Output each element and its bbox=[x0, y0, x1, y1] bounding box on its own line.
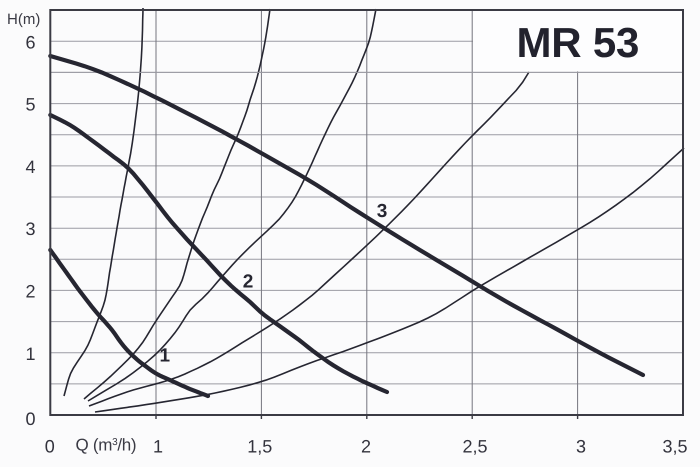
svg-text:Q (m3/h): Q (m3/h) bbox=[76, 436, 137, 455]
svg-text:3: 3 bbox=[25, 219, 35, 239]
svg-text:1: 1 bbox=[160, 346, 171, 367]
svg-text:3: 3 bbox=[377, 201, 388, 222]
svg-text:3: 3 bbox=[576, 437, 586, 457]
svg-text:2: 2 bbox=[243, 272, 254, 293]
svg-text:0: 0 bbox=[45, 437, 55, 457]
svg-text:6: 6 bbox=[25, 32, 35, 52]
svg-text:2: 2 bbox=[361, 437, 371, 457]
svg-text:1: 1 bbox=[25, 344, 35, 364]
svg-text:3,5: 3,5 bbox=[662, 437, 687, 457]
svg-text:MR 53: MR 53 bbox=[517, 19, 640, 66]
svg-text:H(m): H(m) bbox=[7, 11, 40, 28]
svg-text:2: 2 bbox=[25, 282, 35, 302]
svg-text:2,5: 2,5 bbox=[462, 437, 487, 457]
svg-text:4: 4 bbox=[25, 157, 35, 177]
svg-text:0: 0 bbox=[25, 409, 35, 429]
svg-text:1: 1 bbox=[153, 437, 163, 457]
svg-text:1,5: 1,5 bbox=[247, 437, 272, 457]
svg-text:5: 5 bbox=[25, 95, 35, 115]
